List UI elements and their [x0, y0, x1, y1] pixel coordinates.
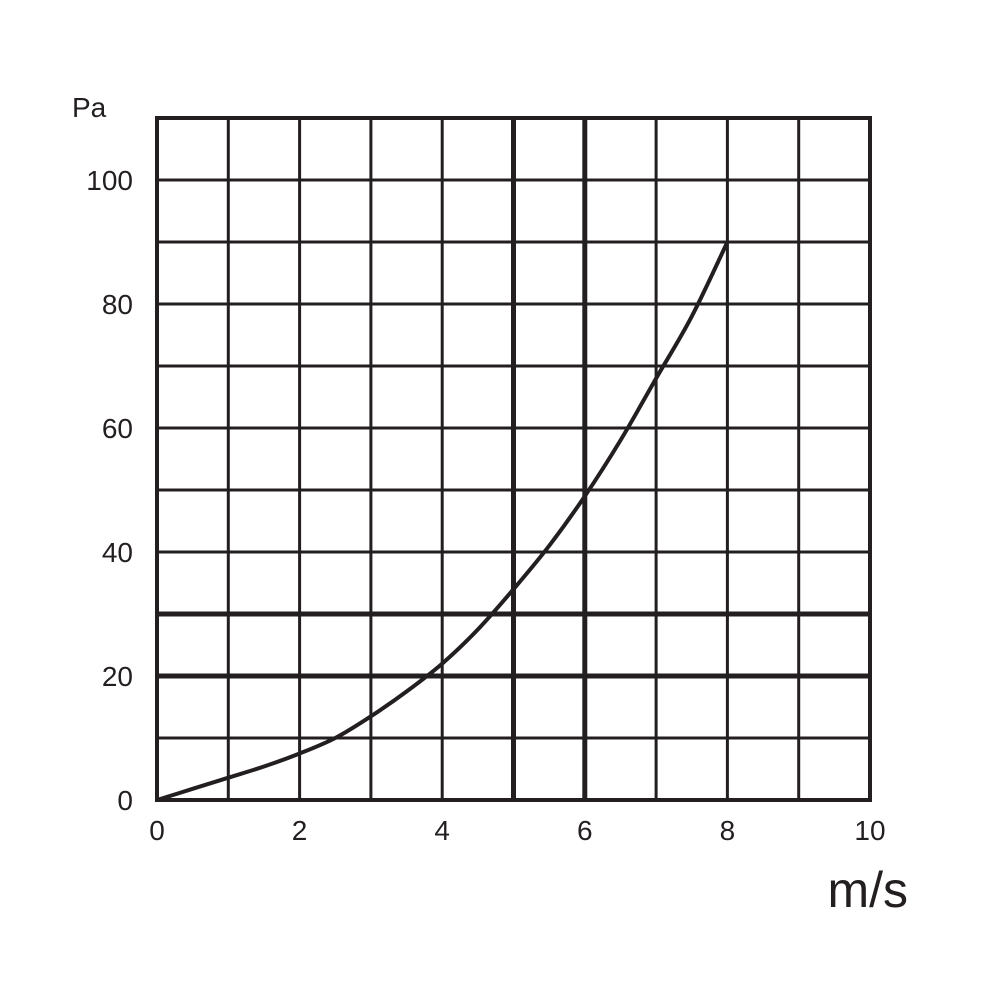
x-axis-label: m/s — [827, 862, 908, 918]
y-tick-label: 20 — [102, 661, 133, 692]
data-series — [155, 240, 730, 802]
y-tick-label: 0 — [117, 785, 133, 816]
x-tick-label: 10 — [854, 815, 885, 846]
series-line — [155, 240, 730, 802]
x-tick-label: 2 — [292, 815, 308, 846]
x-tick-label: 8 — [720, 815, 736, 846]
y-tick-label: 100 — [86, 165, 133, 196]
y-tick-label: 60 — [102, 413, 133, 444]
grid — [155, 116, 872, 802]
y-axis-ticks: 0 20 40 60 80 100 — [86, 165, 133, 816]
y-axis-label: Pa — [72, 92, 107, 123]
x-tick-label: 0 — [149, 815, 165, 846]
y-tick-label: 80 — [102, 289, 133, 320]
x-tick-label: 6 — [577, 815, 593, 846]
x-axis-ticks: 0 2 4 6 8 10 — [149, 815, 885, 846]
y-tick-label: 40 — [102, 537, 133, 568]
plot-frame — [155, 116, 872, 802]
x-tick-label: 4 — [434, 815, 450, 846]
